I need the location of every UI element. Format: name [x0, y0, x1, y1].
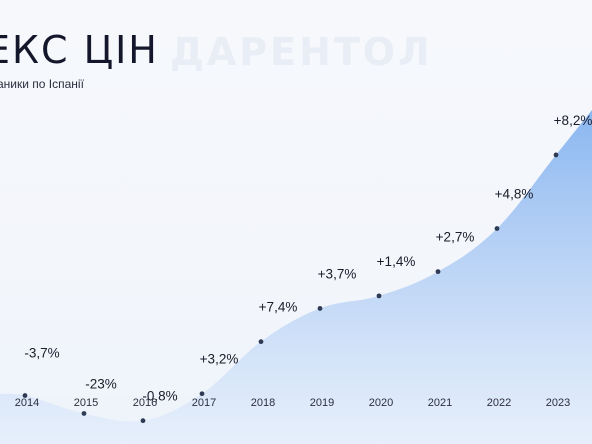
- data-label: -3,7%: [24, 346, 59, 361]
- data-point: [435, 269, 441, 275]
- data-label: +2,7%: [436, 230, 475, 245]
- watermark-logo: ДАРЕНТОЛ: [170, 30, 433, 74]
- x-tick-label: 2022: [487, 397, 511, 409]
- data-label: +1,4%: [377, 254, 416, 269]
- data-label: +3,7%: [318, 266, 357, 281]
- data-point: [258, 339, 264, 345]
- data-point: [376, 293, 382, 299]
- data-point: [494, 226, 500, 231]
- data-point: [317, 306, 323, 311]
- x-tick-label: 2020: [369, 397, 393, 409]
- data-label: +7,4%: [259, 300, 298, 315]
- data-label: -0,8%: [142, 389, 177, 404]
- x-tick-label: 2015: [74, 397, 98, 409]
- x-tick-label: 2014: [15, 397, 39, 409]
- chart-subtitle: аники по Іспанії: [0, 77, 84, 91]
- x-tick-label: 2018: [251, 397, 275, 409]
- data-label: +3,2%: [200, 352, 239, 367]
- x-tick-label: 2021: [428, 397, 452, 409]
- x-tick-label: 2023: [546, 397, 570, 409]
- data-label: +4,8%: [495, 187, 534, 202]
- chart-title: ЕКС ЦІН: [0, 28, 159, 72]
- data-point: [553, 152, 559, 158]
- data-point: [140, 418, 146, 424]
- x-tick-label: 2019: [310, 397, 334, 409]
- data-label: +8,2%: [554, 113, 592, 128]
- data-point: [199, 391, 205, 397]
- data-point: [81, 411, 87, 416]
- data-label: -23%: [85, 376, 117, 391]
- series-area: [0, 109, 592, 444]
- data-point: [22, 393, 28, 398]
- x-tick-label: 2017: [192, 397, 216, 409]
- x-tick-label: 2016: [133, 397, 157, 409]
